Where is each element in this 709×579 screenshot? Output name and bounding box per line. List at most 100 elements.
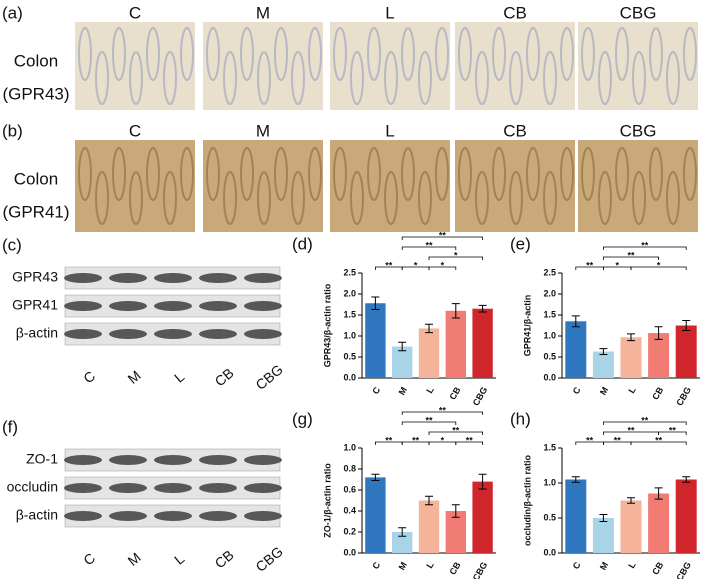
lane-label: C [80,550,98,569]
crypt [401,147,415,201]
band [199,301,237,311]
x-tick-label: CB [447,560,462,577]
crypt [418,171,432,225]
crypt [435,27,449,81]
crypt [146,27,160,81]
bar [472,481,493,553]
crypt [333,27,347,81]
group-label: C [129,121,141,140]
bar [418,500,440,553]
crypt [95,171,109,225]
crypt [475,171,489,225]
significance-label: * [441,260,445,270]
micrograph [578,22,698,110]
crypt [384,171,398,225]
band-label: GPR41 [12,297,58,313]
panel-label: (e) [510,234,531,253]
band [64,455,102,465]
crypt [526,27,540,81]
crypt [223,51,237,105]
band [64,273,102,283]
y-axis-label: GPR41/β-actin [522,295,532,357]
significance-label: ** [655,435,663,445]
band [109,511,147,521]
bar [565,321,587,378]
crypt [526,147,540,201]
significance-label: ** [425,415,433,425]
significance-bracket [428,266,457,270]
crypt [308,27,322,81]
x-tick-label: CBG [674,385,693,407]
error-bar [654,326,663,340]
significance-label: ** [439,230,447,240]
significance-bracket [630,441,687,445]
marker-label: (GPR41) [2,202,69,221]
group-label: CBG [620,121,657,140]
significance-label: ** [641,415,649,425]
band [109,483,147,493]
crypt [112,27,126,81]
significance-label: ** [627,250,635,260]
x-tick-label: CB [650,560,665,577]
y-tick-label: 0.0 [343,372,356,382]
band [244,483,282,493]
bar [675,325,697,378]
band [64,301,102,311]
crypt [291,51,305,105]
crypt [543,51,557,105]
bar [592,518,614,553]
error-bar [398,527,407,537]
band [244,511,282,521]
crypt [350,51,364,105]
y-tick-label: 0.0 [543,547,556,557]
band [64,511,102,521]
band [154,301,192,311]
group-label: L [385,3,394,22]
x-tick-label: C [571,560,583,571]
micrograph [330,140,450,232]
significance-label: ** [466,435,474,445]
y-tick-label: 0.5 [543,512,556,522]
band [154,273,192,283]
significance-label: ** [586,260,594,270]
x-tick-label: C [370,385,382,396]
crypt [333,147,347,201]
crypt [418,51,432,105]
band-label: β-actin [16,325,58,341]
crypt [632,171,646,225]
micrograph [203,22,323,110]
significance-bracket [401,236,483,240]
significance-label: * [414,260,418,270]
significance-bracket [455,441,483,445]
crypt [458,147,472,201]
significance-label: ** [412,435,420,445]
x-tick-label: L [626,385,638,395]
band-label: ZO-1 [26,451,58,467]
significance-label: ** [627,425,635,435]
crypt [163,51,177,105]
lane-label: M [125,367,144,387]
significance-bracket [658,431,687,435]
error-bar [371,296,380,311]
lane-label: L [171,368,187,385]
bar [565,479,587,553]
crypt [163,171,177,225]
crypt [598,171,612,225]
y-tick-label: 2.0 [543,288,556,298]
x-tick-label: M [598,385,610,396]
crypt [350,171,364,225]
panel-label: (a) [2,3,23,22]
error-bar [627,497,635,504]
significance-bracket [603,246,687,250]
crypt [367,27,381,81]
band [154,455,192,465]
y-tick-label: 1.0 [343,442,356,452]
micrograph [455,22,575,110]
crypt [291,171,305,225]
micrograph [330,22,450,110]
crypt [257,51,271,105]
y-tick-label: 1.5 [543,309,556,319]
significance-label: ** [586,435,594,445]
x-tick-label: CBG [471,560,490,579]
